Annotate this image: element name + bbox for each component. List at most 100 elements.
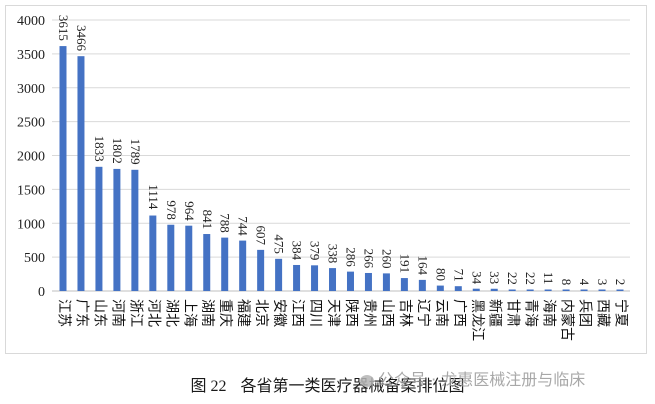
y-axis-ticks: 0 500 1000 1500 2000 2500 3000 3500 4000 (17, 14, 45, 300)
x-tick-label: 湖 (199, 299, 215, 313)
x-tick-label: 江 (56, 299, 72, 313)
bar (203, 234, 211, 291)
data-label: 286 (343, 247, 358, 267)
x-tick-label: 宁 (415, 313, 432, 327)
x-tick-label: 蒙 (559, 313, 575, 327)
x-tick-label: 南 (433, 313, 449, 327)
data-label: 475 (272, 234, 287, 254)
x-tick-label: 西 (379, 313, 394, 327)
x-tick-label: 宁 (613, 299, 630, 313)
x-tick-label: 广 (73, 299, 89, 313)
x-axis-category-labels: 江苏广东山东河南浙江河北湖北上海湖南重庆福建北京安徽江西四川天津陕西贵州山西吉林… (56, 299, 630, 341)
bar (113, 168, 121, 291)
data-label: 11 (541, 272, 556, 285)
bar (346, 271, 354, 291)
x-tick-label: 西 (451, 313, 466, 327)
data-label: 191 (397, 254, 412, 273)
data-label: 22 (505, 272, 520, 285)
x-tick-label: 南 (541, 313, 557, 327)
x-tick-label: 京 (253, 313, 269, 327)
bar (293, 264, 301, 291)
bar (598, 289, 606, 291)
x-tick-label: 东 (91, 313, 107, 327)
x-tick-label: 海 (541, 299, 557, 313)
x-tick-label: 徽 (271, 313, 287, 327)
bar (526, 289, 534, 291)
x-tick-label: 贵 (361, 299, 377, 313)
x-tick-label: 辽 (415, 299, 431, 313)
data-label: 338 (326, 244, 341, 264)
bar (149, 215, 157, 291)
x-tick-label: 浙 (127, 299, 143, 313)
y-tick-label: 3500 (17, 48, 45, 63)
x-tick-label: 新 (487, 299, 503, 313)
y-tick-label: 0 (38, 285, 45, 300)
bar (418, 279, 426, 291)
bar (562, 289, 570, 291)
y-tick-label: 1500 (17, 183, 45, 198)
data-label: 71 (451, 269, 466, 282)
data-label: 3615 (56, 15, 71, 41)
x-tick-label: 吉 (397, 299, 413, 313)
x-tick-label: 西 (343, 313, 358, 327)
x-tick-label: 重 (217, 299, 233, 313)
data-label: 1833 (92, 136, 107, 162)
x-tick-label: 陕 (343, 299, 359, 313)
bar (580, 289, 588, 291)
x-tick-label: 州 (361, 313, 376, 327)
bar (508, 289, 516, 291)
x-tick-label: 团 (577, 313, 592, 327)
x-tick-label: 江 (127, 313, 143, 327)
bar (167, 224, 175, 291)
data-label: 22 (523, 272, 538, 285)
data-label: 384 (290, 241, 305, 261)
x-tick-label: 津 (325, 313, 341, 327)
data-label: 164 (415, 255, 430, 275)
bar (77, 56, 85, 292)
x-tick-label: 内 (559, 299, 575, 313)
x-tick-label: 西 (595, 299, 610, 313)
bar (436, 285, 444, 291)
bar (454, 286, 462, 291)
x-tick-label: 古 (559, 327, 575, 341)
data-label: 2 (613, 279, 628, 286)
x-tick-label: 川 (307, 313, 322, 327)
bars (59, 46, 624, 292)
x-tick-label: 河 (109, 299, 125, 313)
x-tick-label: 建 (235, 313, 251, 327)
x-tick-label: 藏 (595, 313, 611, 327)
data-label: 34 (469, 271, 484, 285)
bar (364, 272, 372, 291)
data-label: 379 (308, 241, 323, 260)
watermark-text: 公众号 · 龙惠医械注册与临床 (378, 370, 586, 389)
data-label: 964 (182, 201, 197, 221)
x-tick-label: 疆 (487, 313, 502, 327)
data-label: 607 (254, 225, 269, 245)
data-label: 1114 (146, 184, 161, 210)
wechat-icon (360, 374, 374, 387)
x-tick-label: 黑 (469, 299, 484, 313)
x-tick-label: 云 (433, 299, 448, 313)
x-tick-label: 庆 (217, 313, 233, 327)
x-tick-label: 江 (469, 327, 485, 341)
chart-frame (5, 5, 647, 354)
data-label: 3 (595, 279, 610, 286)
gridlines (52, 19, 630, 292)
x-tick-label: 青 (523, 299, 539, 313)
x-tick-label: 北 (163, 313, 179, 327)
data-label: 33 (487, 271, 502, 284)
x-tick-label: 海 (523, 313, 539, 327)
x-tick-label: 海 (181, 313, 197, 327)
bar (329, 268, 337, 291)
x-tick-label: 福 (235, 299, 251, 313)
x-tick-label: 北 (145, 313, 161, 327)
data-label: 3466 (74, 25, 89, 52)
data-label: 788 (218, 213, 233, 233)
bar (185, 225, 193, 291)
x-tick-label: 天 (325, 299, 340, 313)
x-tick-label: 甘 (505, 299, 521, 313)
y-tick-label: 500 (24, 251, 45, 266)
bar (95, 166, 103, 291)
data-label: 744 (236, 216, 251, 236)
